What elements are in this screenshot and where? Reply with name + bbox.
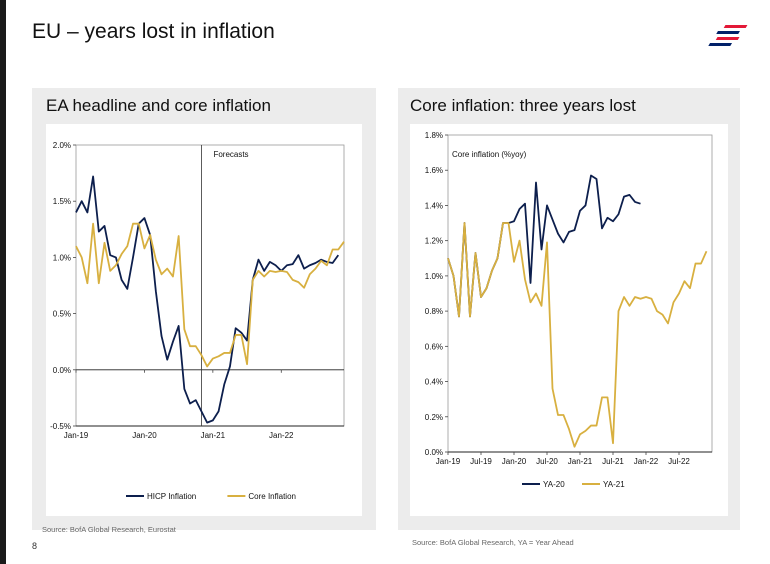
logo-stripe bbox=[723, 25, 748, 28]
y-tick-label: 0.2% bbox=[425, 413, 443, 422]
x-tick-label: Jan-22 bbox=[634, 457, 659, 466]
y-tick-label: 0.5% bbox=[53, 310, 71, 319]
logo-stripe bbox=[708, 43, 733, 46]
series-line-1 bbox=[447, 174, 641, 318]
y-tick-label: 0.4% bbox=[425, 378, 443, 387]
plot-frame bbox=[75, 144, 345, 427]
legend-label: YA-21 bbox=[603, 480, 625, 489]
logo-stripe bbox=[716, 31, 740, 34]
series-line-1 bbox=[75, 175, 340, 424]
logo-stripe bbox=[715, 37, 740, 40]
series-line-2 bbox=[75, 222, 345, 368]
right-chart-card: 0.0% 0.2% 0.4% 0.6% 0.8% 1.0% 1.2% 1.4% 1.6% 1.8%… bbox=[410, 124, 728, 516]
x-tick-label: Jul-19 bbox=[470, 457, 492, 466]
x-tick-label: Jul-20 bbox=[536, 457, 558, 466]
x-tick-label: Jan-21 bbox=[201, 431, 226, 440]
right-source-note: Source: BofA Global Research, YA = Year … bbox=[412, 538, 574, 547]
legend-label: Core Inflation bbox=[248, 492, 296, 501]
y-tick-label: 1.4% bbox=[425, 201, 443, 210]
legend-label: HICP Inflation bbox=[147, 492, 196, 501]
y-tick-label: 1.8% bbox=[425, 131, 443, 140]
x-tick-label: Jan-19 bbox=[436, 457, 461, 466]
y-tick-label: 0.0% bbox=[425, 448, 443, 457]
x-tick-label: Jul-21 bbox=[602, 457, 624, 466]
left-chart-card: -0.5% 0.0% 0.5% 1.0% 1.5% 2.0% Jan-19 Jan-20 Jan… bbox=[46, 124, 362, 516]
right-panel-title: Core inflation: three years lost bbox=[410, 96, 636, 115]
y-tick-label: 1.0% bbox=[425, 272, 443, 281]
y-tick-label: 0.6% bbox=[425, 342, 443, 351]
y-tick-label: 1.6% bbox=[425, 166, 443, 175]
x-tick-label: Jan-20 bbox=[132, 431, 157, 440]
x-tick-label: Jan-19 bbox=[64, 431, 89, 440]
bank-logo bbox=[708, 25, 748, 46]
headline-core-chart: -0.5% 0.0% 0.5% 1.0% 1.5% 2.0% Jan-19 Jan-20 Jan… bbox=[50, 141, 345, 501]
y-tick-label: 1.0% bbox=[53, 253, 71, 262]
legend-label: YA-20 bbox=[543, 480, 565, 489]
x-tick-label: Jul-22 bbox=[668, 457, 690, 466]
plot-frame bbox=[447, 134, 713, 453]
chart-annotation: Core inflation (%yoy) bbox=[452, 150, 527, 159]
x-tick-label: Jan-22 bbox=[269, 431, 294, 440]
y-tick-label: 2.0% bbox=[53, 141, 71, 150]
left-edge-bar bbox=[0, 0, 6, 564]
y-tick-label: 1.2% bbox=[425, 237, 443, 246]
y-tick-label: -0.5% bbox=[50, 422, 71, 431]
x-tick-label: Jan-21 bbox=[568, 457, 593, 466]
series-line-2 bbox=[447, 222, 708, 448]
left-panel-title: EA headline and core inflation bbox=[46, 96, 271, 115]
x-tick-label: Jan-20 bbox=[502, 457, 527, 466]
page-number: 8 bbox=[32, 541, 38, 551]
core-inflation-chart: 0.0% 0.2% 0.4% 0.6% 0.8% 1.0% 1.2% 1.4% 1.6% 1.8%… bbox=[425, 131, 713, 489]
y-tick-label: 0.8% bbox=[425, 307, 443, 316]
y-tick-label: 1.5% bbox=[53, 197, 71, 206]
page-title: EU – years lost in inflation bbox=[32, 20, 275, 43]
y-tick-label: 0.0% bbox=[53, 366, 71, 375]
left-source-note: Source: BofA Global Research, Eurostat bbox=[42, 525, 176, 534]
forecast-annotation: Forecasts bbox=[213, 150, 248, 159]
